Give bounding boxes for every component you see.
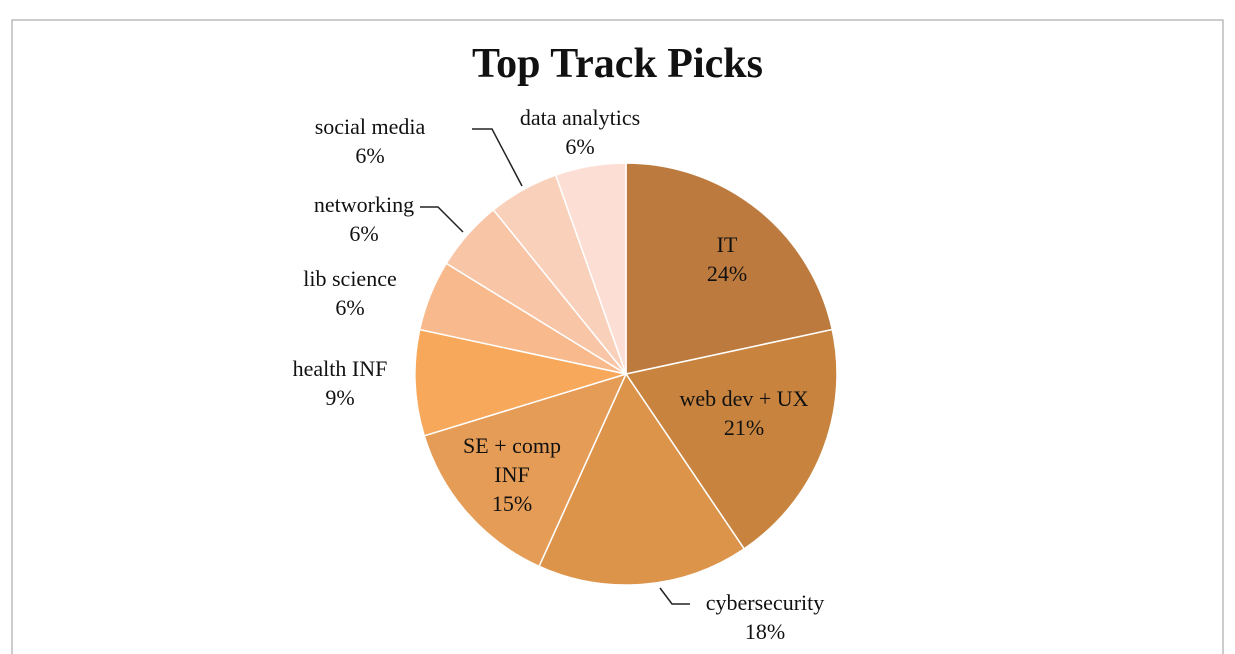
leader-line xyxy=(472,128,523,187)
data-label: web dev + UX 21% xyxy=(679,384,809,442)
value-label: 24% xyxy=(706,261,748,286)
category-label: SE + comp INF xyxy=(463,433,561,487)
category-label: health INF xyxy=(292,356,388,381)
category-label: web dev + UX xyxy=(679,386,809,411)
leader-line xyxy=(659,587,690,605)
category-label: cybersecurity xyxy=(705,590,825,615)
leader-line xyxy=(420,206,464,233)
data-label: networking 6% xyxy=(299,190,429,248)
category-label: IT xyxy=(716,232,738,257)
data-label: health INF 9% xyxy=(275,354,405,412)
pie-slice xyxy=(554,162,627,375)
data-label: IT 24% xyxy=(662,230,792,288)
data-label: cybersecurity 18% xyxy=(700,588,830,646)
value-label: 9% xyxy=(325,385,355,410)
pie-slice xyxy=(423,372,628,568)
data-label: lib science 6% xyxy=(285,264,415,322)
value-label: 15% xyxy=(491,491,533,516)
chart-title: Top Track Picks xyxy=(472,41,763,87)
pie-slice xyxy=(624,328,838,550)
value-label: 6% xyxy=(355,143,385,168)
category-label: social media xyxy=(314,114,426,139)
pie-slice xyxy=(414,328,629,437)
pie-slice xyxy=(625,162,834,375)
data-label: data analytics 6% xyxy=(515,103,645,161)
chart-border xyxy=(11,19,1224,654)
data-label: SE + comp INF 15% xyxy=(457,431,567,518)
category-label: lib science xyxy=(303,266,397,291)
category-label: data analytics xyxy=(519,105,641,130)
value-label: 21% xyxy=(723,415,765,440)
category-label: networking xyxy=(313,192,415,217)
data-label: social media 6% xyxy=(305,112,435,170)
value-label: 18% xyxy=(744,619,786,644)
pie-slice xyxy=(538,372,746,586)
value-label: 6% xyxy=(335,295,365,320)
value-label: 6% xyxy=(349,221,379,246)
value-label: 6% xyxy=(565,134,595,159)
